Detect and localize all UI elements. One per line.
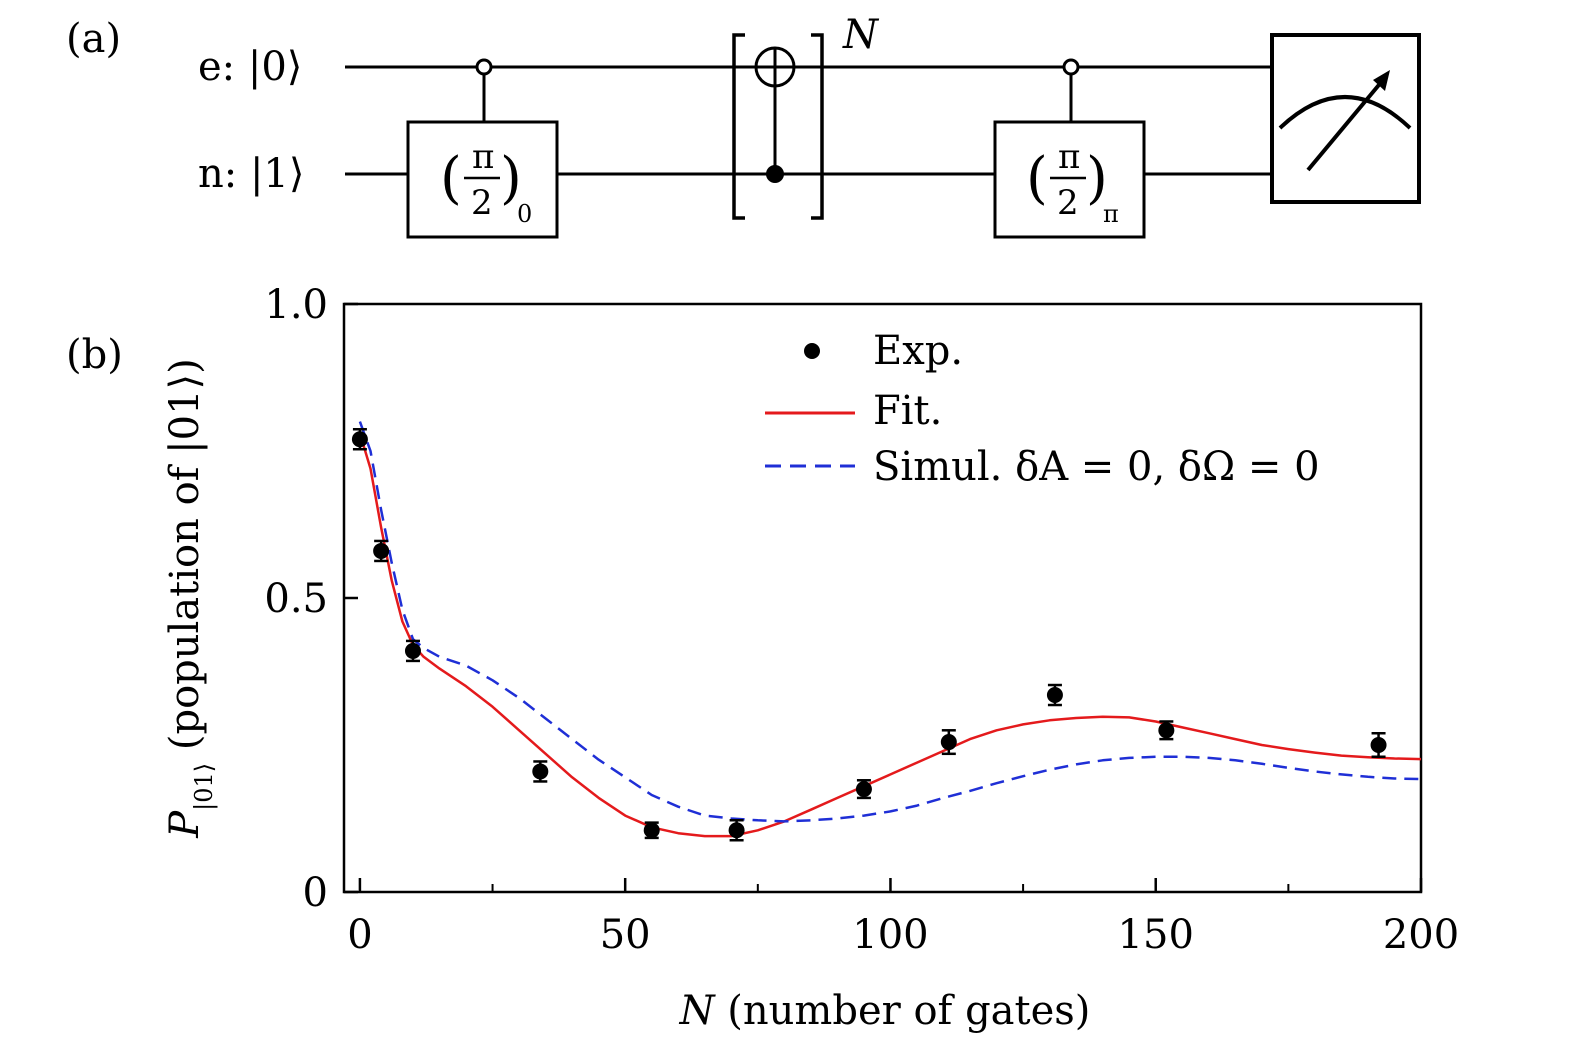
legend-label-sim: Simul. δA = 0, δΩ = 0 (873, 444, 1320, 490)
data-point (1158, 722, 1175, 739)
gate-2-subscript: π (1103, 200, 1119, 228)
data-point (351, 431, 368, 448)
legend: Exp. Fit. Simul. δA = 0, δΩ = 0 (765, 328, 1320, 490)
y-tick-label: 0 (303, 870, 328, 916)
y-tick-label: 0.5 (264, 576, 328, 622)
cnot-control-dot (766, 165, 784, 183)
gate-2-denominator: 2 (1057, 183, 1079, 223)
legend-marker-exp (804, 343, 820, 359)
gate-1-subscript: 0 (517, 200, 532, 228)
wire-bottom-label: n: |1⟩ (198, 151, 304, 197)
x-tick-label: 0 (347, 912, 372, 958)
meter-needle-arrowhead (1373, 70, 1390, 91)
gate-2-rparen: ) (1086, 146, 1108, 211)
data-point (1046, 687, 1063, 704)
data-point (643, 822, 660, 839)
data-point (404, 642, 421, 659)
x-tick-label: 200 (1383, 912, 1459, 958)
data-point (532, 763, 549, 780)
open-control-dot-1 (475, 58, 493, 76)
wire-top-label: e: |0⟩ (198, 44, 302, 90)
fit-curve (358, 433, 1422, 838)
data-point (855, 781, 872, 798)
gate-1-numerator: π (472, 137, 494, 177)
x-tick-label: 50 (600, 912, 651, 958)
data-point (728, 822, 745, 839)
plot-points (351, 427, 1387, 842)
rotation-gate-1 (406, 120, 559, 239)
repeat-count-label: N (842, 12, 880, 58)
x-tick-label: 150 (1118, 912, 1194, 958)
gate-1-denominator: 2 (471, 183, 493, 223)
repeat-bracket-right (811, 33, 824, 220)
open-control-dot-2 (1062, 58, 1080, 76)
panel-b-label: (b) (66, 332, 123, 378)
measurement-box (1270, 33, 1421, 204)
gate-2-lparen: ( (1026, 146, 1048, 211)
simulation-curve (358, 421, 1422, 823)
x-axis-ticks: 0 50 100 150 200 (347, 878, 1459, 958)
panel-a-label: (a) (66, 16, 121, 62)
meter-arc (1278, 95, 1412, 130)
data-point (1370, 737, 1387, 753)
data-point (940, 734, 957, 751)
y-tick-label: 1.0 (264, 282, 328, 328)
repeat-bracket-left (732, 33, 745, 220)
gate-1-rparen: ) (500, 146, 522, 211)
plot-panel: (b) 0 50 100 150 200 0 0.5 1.0 N (number of ga… (66, 282, 1459, 1034)
legend-label-exp: Exp. (873, 328, 963, 374)
gate-2-numerator: π (1058, 137, 1080, 177)
x-axis-label: N (number of gates) (679, 988, 1091, 1034)
y-axis-label: P|01⟩ (population of |01⟩) (162, 358, 219, 839)
svg-text:P|01⟩ (population of |01⟩): P|01⟩ (population of |01⟩) (162, 358, 219, 839)
meter-needle (1306, 78, 1385, 172)
y-axis-ticks: 0 0.5 1.0 (264, 282, 358, 916)
rotation-gate-2 (993, 120, 1146, 239)
gate-1-lparen: ( (440, 146, 462, 211)
legend-label-fit: Fit. (873, 388, 942, 434)
plot-lines (358, 421, 1422, 838)
data-point (373, 542, 390, 559)
x-tick-label: 100 (852, 912, 928, 958)
circuit-panel: (a) e: |0⟩ n: |1⟩ ( π 2 ) 0 N ( π 2 ) (66, 12, 1421, 239)
